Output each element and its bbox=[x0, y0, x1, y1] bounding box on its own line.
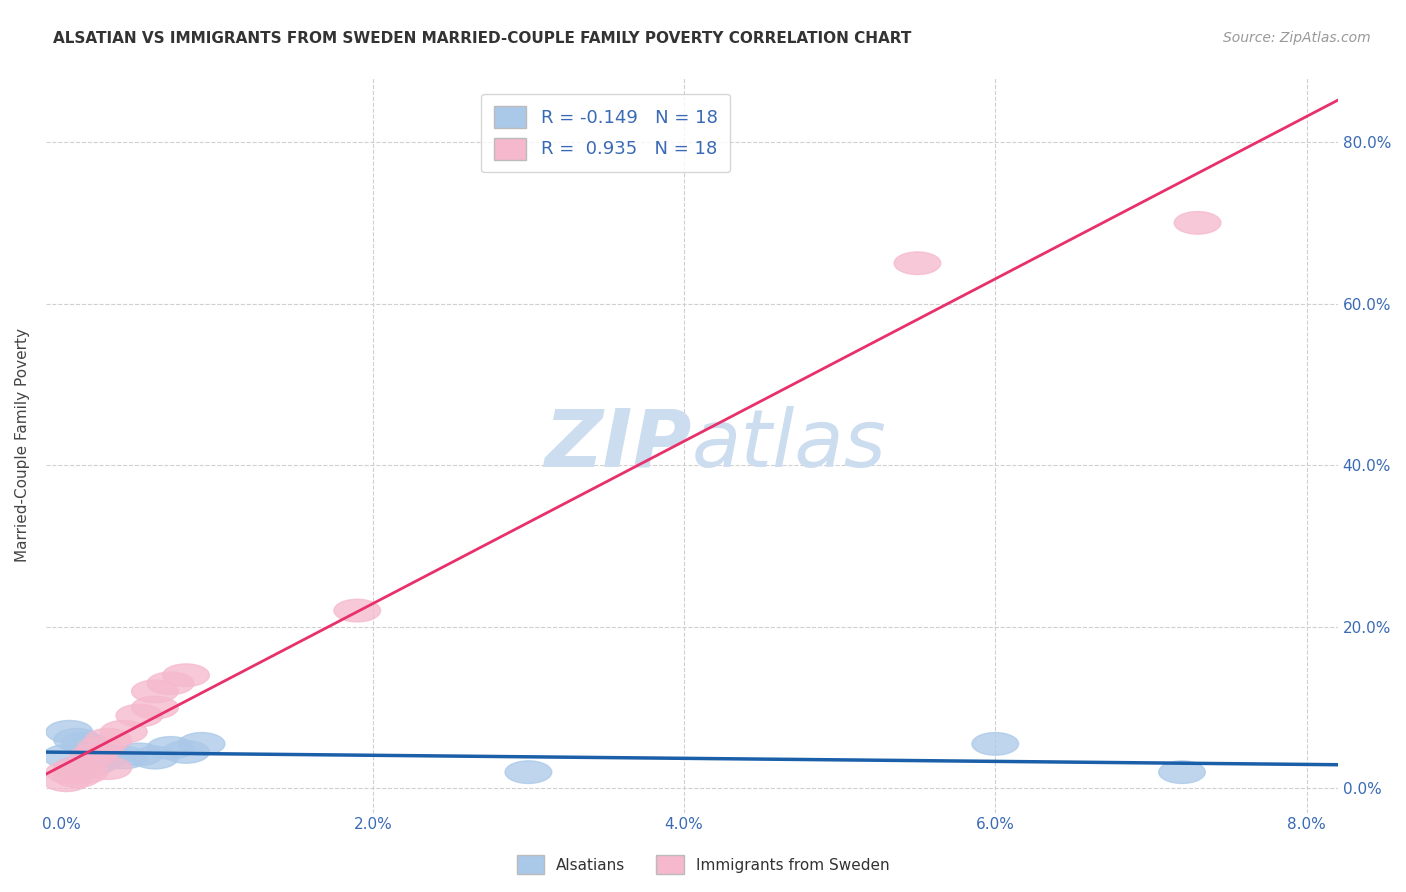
Ellipse shape bbox=[505, 761, 551, 783]
Ellipse shape bbox=[1174, 211, 1220, 235]
Ellipse shape bbox=[53, 729, 100, 751]
Ellipse shape bbox=[77, 737, 124, 759]
Text: Source: ZipAtlas.com: Source: ZipAtlas.com bbox=[1223, 31, 1371, 45]
Ellipse shape bbox=[46, 721, 93, 743]
Ellipse shape bbox=[53, 756, 100, 780]
Ellipse shape bbox=[69, 753, 117, 775]
Y-axis label: Married-Couple Family Poverty: Married-Couple Family Poverty bbox=[15, 328, 30, 562]
Text: ALSATIAN VS IMMIGRANTS FROM SWEDEN MARRIED-COUPLE FAMILY POVERTY CORRELATION CHA: ALSATIAN VS IMMIGRANTS FROM SWEDEN MARRI… bbox=[53, 31, 912, 46]
Ellipse shape bbox=[46, 761, 93, 783]
Ellipse shape bbox=[42, 745, 90, 767]
Ellipse shape bbox=[84, 745, 132, 767]
Ellipse shape bbox=[117, 705, 163, 727]
Ellipse shape bbox=[163, 740, 209, 764]
Ellipse shape bbox=[100, 747, 148, 769]
Ellipse shape bbox=[132, 697, 179, 719]
Ellipse shape bbox=[69, 745, 117, 767]
Ellipse shape bbox=[69, 740, 117, 764]
Text: ZIP: ZIP bbox=[544, 406, 692, 484]
Ellipse shape bbox=[132, 680, 179, 703]
Ellipse shape bbox=[53, 764, 100, 788]
Ellipse shape bbox=[62, 761, 108, 783]
Ellipse shape bbox=[84, 756, 132, 780]
Legend: Alsatians, Immigrants from Sweden: Alsatians, Immigrants from Sweden bbox=[510, 849, 896, 880]
Text: atlas: atlas bbox=[692, 406, 887, 484]
Ellipse shape bbox=[42, 769, 90, 791]
Ellipse shape bbox=[84, 729, 132, 751]
Ellipse shape bbox=[132, 747, 179, 769]
Ellipse shape bbox=[894, 252, 941, 275]
Legend: R = -0.149   N = 18, R =  0.935   N = 18: R = -0.149 N = 18, R = 0.935 N = 18 bbox=[481, 94, 730, 172]
Ellipse shape bbox=[77, 748, 124, 772]
Ellipse shape bbox=[148, 737, 194, 759]
Ellipse shape bbox=[163, 664, 209, 687]
Ellipse shape bbox=[62, 732, 108, 756]
Ellipse shape bbox=[179, 732, 225, 756]
Ellipse shape bbox=[972, 732, 1018, 756]
Ellipse shape bbox=[100, 721, 148, 743]
Ellipse shape bbox=[53, 756, 100, 780]
Ellipse shape bbox=[1159, 761, 1205, 783]
Ellipse shape bbox=[117, 743, 163, 765]
Ellipse shape bbox=[333, 599, 381, 622]
Ellipse shape bbox=[148, 672, 194, 695]
